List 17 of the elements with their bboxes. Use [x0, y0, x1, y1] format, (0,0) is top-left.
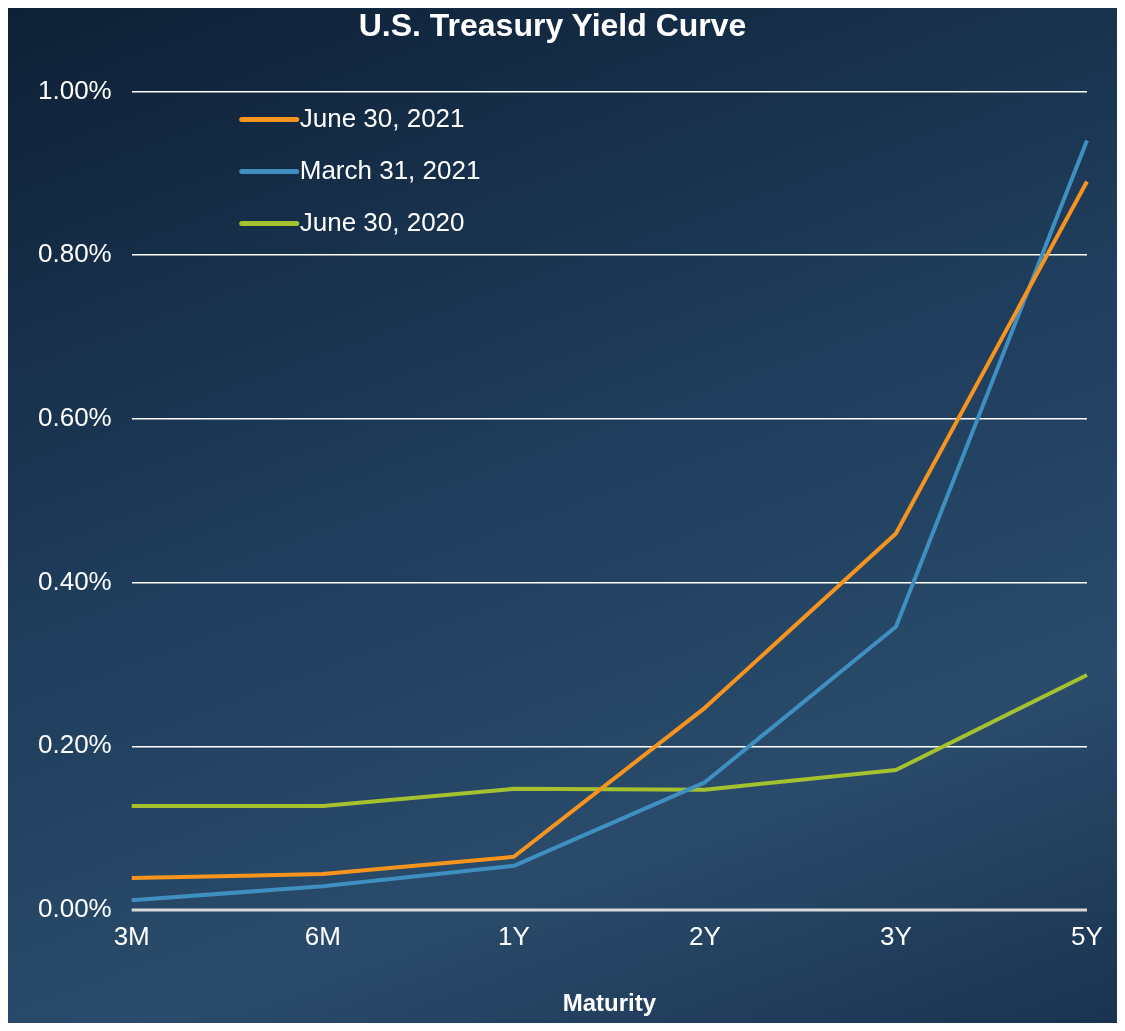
x-tick-label: 1Y	[497, 920, 530, 951]
x-tick-label: 5Y	[1071, 920, 1103, 951]
chart-title: U.S. Treasury Yield Curve	[358, 7, 747, 44]
legend-label: March 31, 2021	[299, 154, 481, 185]
legend-label: June 30, 2021	[299, 102, 465, 133]
legend-label: June 30, 2020	[299, 206, 465, 237]
x-tick-label: 6M	[304, 920, 341, 951]
y-tick-label: 0.20%	[37, 729, 112, 760]
y-tick-label: 0.60%	[37, 402, 112, 433]
x-tick-label: 2Y	[688, 920, 721, 951]
x-tick-label: 3Y	[880, 920, 912, 951]
y-tick-label: 0.80%	[37, 238, 112, 269]
y-tick-label: 0.00%	[37, 893, 112, 924]
y-tick-label: 1.00%	[37, 74, 112, 105]
y-tick-label: 0.40%	[37, 565, 112, 596]
x-axis-title: Maturity	[562, 989, 657, 1017]
x-tick-label: 3M	[113, 920, 150, 951]
